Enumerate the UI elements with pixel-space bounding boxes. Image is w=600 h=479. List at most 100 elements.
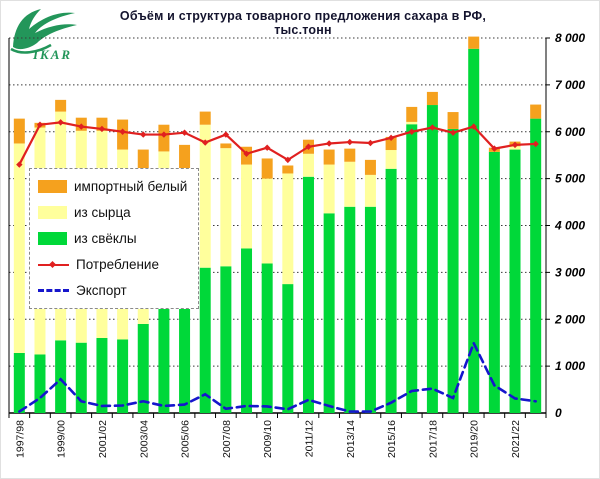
bar-segment-beet	[447, 128, 459, 413]
bar-segment-beet	[530, 118, 542, 413]
consumption-marker	[181, 129, 188, 136]
consumption-marker	[160, 131, 168, 138]
x-axis-label: 2003/04	[138, 420, 150, 458]
ikar-logo-text: IKAR	[32, 47, 72, 61]
x-axis-label: 2007/08	[221, 420, 233, 458]
bar-segment-white	[55, 99, 67, 112]
legend-item-red: Потребление	[38, 256, 190, 273]
bar-segment-beet	[323, 213, 335, 413]
y-axis-label: 6 000	[555, 125, 585, 139]
bar-segment-beet	[406, 124, 418, 413]
legend-label: из сырца	[74, 205, 131, 220]
bar-segment-beet	[220, 266, 232, 413]
bar-segment-raw	[241, 164, 253, 249]
bar-segment-white	[344, 148, 356, 162]
bar-segment-beet	[426, 105, 438, 413]
bar-segment-white	[530, 104, 542, 119]
bar-segment-raw	[406, 121, 418, 125]
consumption-marker	[305, 143, 312, 150]
consumption-marker	[16, 161, 23, 168]
bar-segment-white	[282, 165, 294, 174]
consumption-marker	[98, 125, 106, 133]
x-axis-label: 2013/14	[345, 420, 357, 458]
bar-segment-beet	[13, 353, 25, 413]
legend-item-blue: Экспорт	[38, 282, 190, 299]
bar-segment-raw	[364, 174, 376, 207]
bar-segment-white	[220, 143, 232, 149]
bar-segment-beet	[117, 339, 129, 413]
y-axis-label: 7 000	[555, 78, 585, 92]
bar-segment-white	[447, 112, 459, 129]
legend-swatch-icon	[38, 232, 67, 245]
y-axis-label: 2 000	[554, 312, 585, 326]
legend-box: импортный белый из сырца из свёклы Потребле…	[29, 168, 199, 309]
bar-segment-beet	[55, 340, 67, 413]
bar-segment-beet	[261, 263, 273, 413]
x-axis-label: 2015/16	[386, 420, 398, 458]
consumption-marker	[408, 128, 415, 135]
x-axis-label: 2021/22	[510, 420, 522, 458]
bar-segment-raw	[385, 150, 397, 169]
bar-segment-beet	[137, 323, 149, 413]
bar-segment-beet	[75, 342, 87, 413]
legend-swatch-icon	[38, 289, 69, 292]
bar-segment-white	[468, 36, 480, 49]
bar-segment-white	[261, 158, 273, 179]
x-axis-label: 2009/10	[262, 420, 274, 458]
x-axis-label: 2017/18	[427, 420, 439, 458]
consumption-marker	[491, 145, 498, 152]
y-axis-label: 3 000	[555, 265, 585, 279]
y-axis-label: 4 000	[554, 219, 585, 233]
bar-segment-raw	[302, 153, 314, 177]
consumption-marker	[140, 131, 147, 138]
legend-swatch-icon	[38, 263, 69, 266]
bar-segment-beet	[199, 267, 211, 413]
bar-segment-beet	[34, 354, 46, 413]
bar-segment-beet	[385, 168, 397, 413]
consumption-marker	[263, 144, 271, 151]
bar-segment-white	[158, 124, 170, 152]
consumption-marker	[367, 139, 374, 147]
x-axis-label: 2011/12	[303, 420, 315, 457]
export-line	[18, 339, 537, 413]
y-axis-label: 8 000	[555, 31, 585, 45]
bar-segment-white	[96, 117, 108, 131]
consumption-marker	[36, 121, 44, 128]
bar-segment-raw	[282, 173, 294, 285]
ikar-logo: IKAR	[7, 3, 93, 62]
consumption-line	[18, 121, 537, 166]
bar-segment-beet	[509, 149, 521, 413]
bar-segment-white	[364, 159, 376, 175]
consumption-marker	[202, 139, 209, 146]
bar-segment-beet	[302, 176, 314, 413]
legend-swatch-icon	[38, 206, 67, 219]
bar-segment-beet	[282, 284, 294, 413]
consumption-marker	[243, 150, 250, 157]
legend-item-green: из свёклы	[38, 230, 190, 247]
consumption-marker	[222, 131, 230, 138]
legend-label: Потребление	[76, 257, 159, 272]
consumption-marker	[325, 140, 333, 147]
bar-segment-white	[385, 136, 397, 151]
bar-segment-raw	[199, 124, 211, 268]
consumption-marker	[429, 124, 436, 131]
bar-segment-raw	[261, 178, 273, 264]
x-axis-label: 2019/20	[469, 420, 481, 458]
bar-segment-beet	[158, 308, 170, 413]
consumption-marker	[119, 128, 126, 135]
bar-segment-white	[179, 144, 191, 174]
leaf-shape	[13, 9, 77, 50]
legend-label: импортный белый	[74, 179, 188, 194]
ikar-logo-swoosh: IKAR	[10, 9, 77, 62]
bar-segment-white	[426, 91, 438, 106]
y-axis-label: 0	[555, 406, 562, 420]
x-axis-label: 2005/06	[180, 420, 192, 458]
bar-segment-beet	[468, 48, 480, 413]
leaf-stem	[10, 43, 52, 54]
legend-item-yellow: из сырца	[38, 204, 190, 221]
x-axis-label: 2001/02	[97, 420, 109, 458]
bar-segment-white	[323, 149, 335, 165]
consumption-marker	[284, 156, 292, 164]
